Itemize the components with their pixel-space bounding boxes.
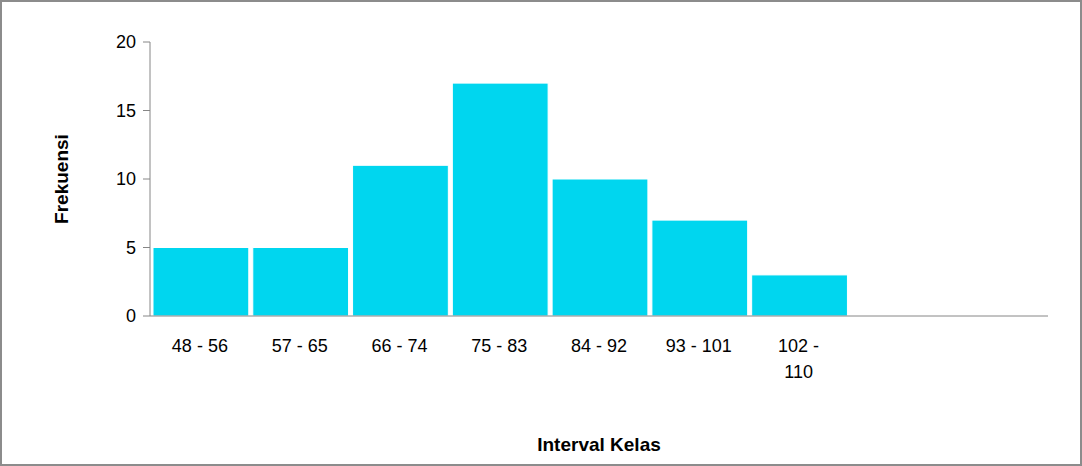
y-tick xyxy=(143,110,150,111)
x-tick-label: 102 -110 xyxy=(778,336,819,382)
y-tick xyxy=(143,316,150,317)
y-tick-label: 20 xyxy=(116,32,136,52)
bar xyxy=(353,165,449,316)
y-tick xyxy=(143,42,150,43)
y-tick xyxy=(143,179,150,180)
bar xyxy=(452,83,548,316)
bar xyxy=(153,248,249,317)
y-tick-label: 5 xyxy=(126,238,136,258)
x-tick-label: 48 - 56 xyxy=(172,336,228,356)
x-tick-label: 66 - 74 xyxy=(371,336,427,356)
y-tick-label: 10 xyxy=(116,169,136,189)
bar xyxy=(752,275,848,316)
bar xyxy=(552,179,648,316)
y-tick-label: 0 xyxy=(126,306,136,326)
x-tick-label: 84 - 92 xyxy=(571,336,627,356)
x-tick-label: 57 - 65 xyxy=(272,336,328,356)
chart-container: 0 5 10 15 20 48 - 56 57 - 65 66 - 74 75 - 83 84 -… xyxy=(0,0,1082,466)
chart-frame xyxy=(1,1,1081,465)
y-tick-label: 15 xyxy=(116,101,136,121)
x-axis-title: Interval Kelas xyxy=(537,434,661,455)
bars xyxy=(153,83,847,316)
x-tick-label: 75 - 83 xyxy=(471,336,527,356)
x-axis-line xyxy=(150,316,1048,317)
y-tick xyxy=(143,247,150,248)
y-axis-title: Frekuensi xyxy=(51,134,72,224)
x-tick-label: 93 - 101 xyxy=(666,336,732,356)
bar xyxy=(652,220,748,316)
chart-svg: 0 5 10 15 20 48 - 56 57 - 65 66 - 74 75 - 83 84 -… xyxy=(0,0,1082,466)
bar xyxy=(253,248,349,317)
